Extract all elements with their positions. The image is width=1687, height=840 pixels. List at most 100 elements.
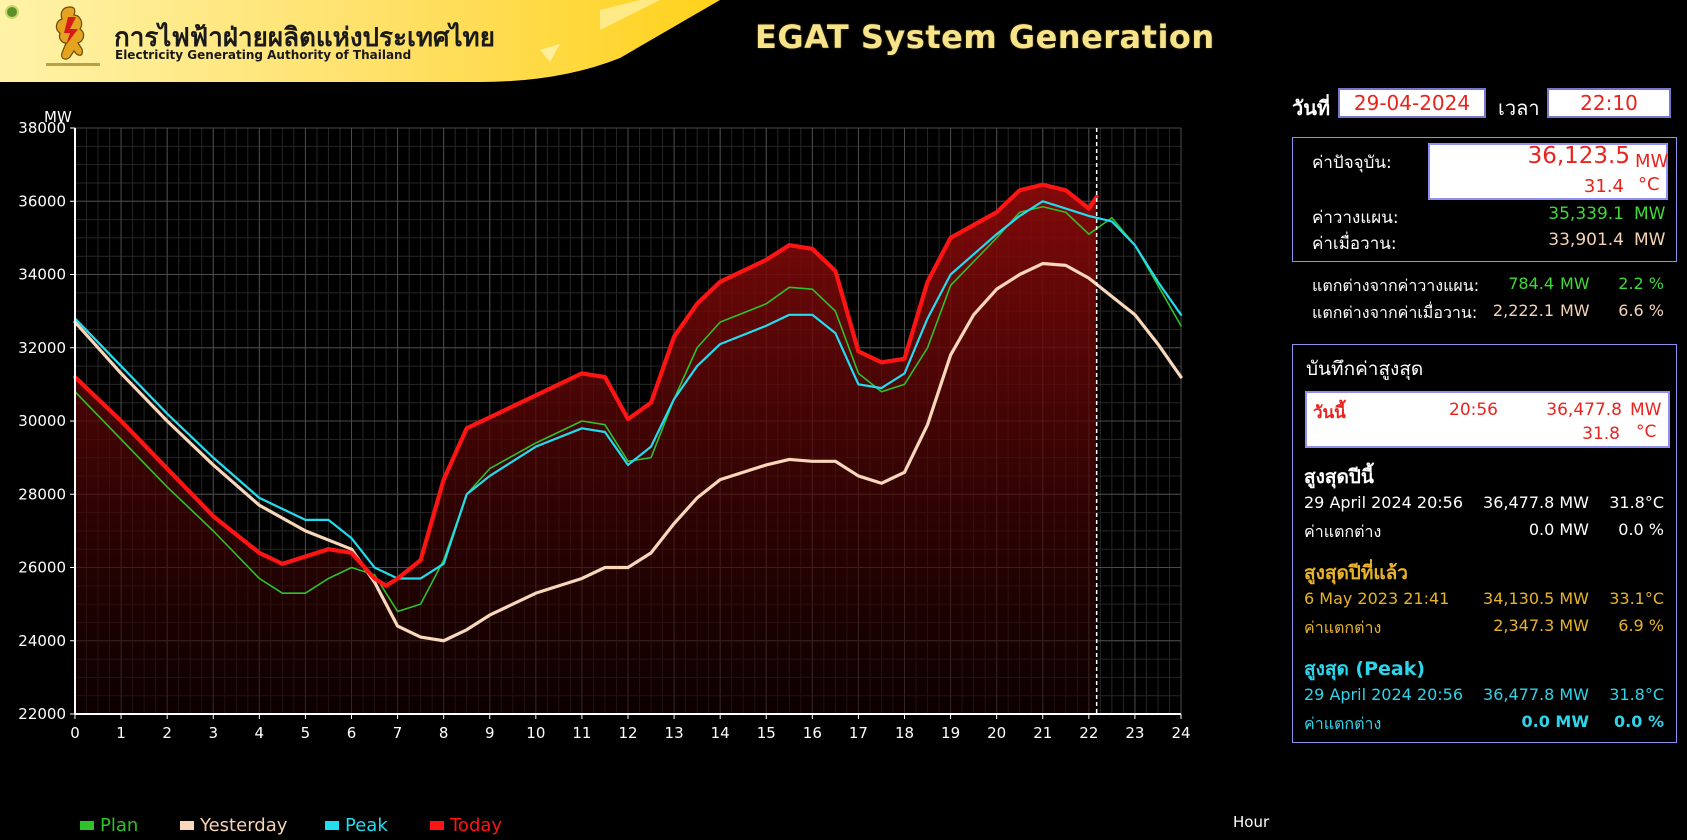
org-name-english: Electricity Generating Authority of Thai… <box>115 48 412 62</box>
x-tick-label: 8 <box>439 724 449 742</box>
peak-record-date: 29 April 2024 20:56 <box>1304 685 1464 704</box>
diff-yesterday-mw: 2,222.1 <box>1492 301 1554 320</box>
generation-chart: 0 1 2 3 4 5 6 7 8 9 10 11 12 13 14 15 16 17 18 19 20 21 22 23 24… <box>18 108 1270 831</box>
today-area-fill <box>75 184 1097 715</box>
today-record-label: วันนี้ <box>1313 403 1346 423</box>
records-title: บันทึกค่าสูงสุด <box>1306 358 1424 380</box>
x-tick-label: 7 <box>393 724 403 742</box>
x-tick-label: 6 <box>347 724 357 742</box>
time-value: 22:10 <box>1580 91 1638 115</box>
x-tick-label: 1 <box>116 724 126 742</box>
x-tick-label: 19 <box>941 724 960 742</box>
x-tick-label: 17 <box>849 724 868 742</box>
diff-yesterday-label: แตกต่างจากค่าเมื่อวาน: <box>1312 303 1478 322</box>
lastyear-record-temp: 33.1°C <box>1609 589 1664 608</box>
x-tick-label: 22 <box>1079 724 1098 742</box>
date-value: 29-04-2024 <box>1353 91 1471 115</box>
legend-item-peak: Peak <box>325 815 388 836</box>
x-tick-label: 2 <box>162 724 172 742</box>
today-record-box <box>1305 391 1670 448</box>
series-line-peak <box>73 200 1183 580</box>
year-record-mw: 36,477.8 MW <box>1483 493 1589 512</box>
records-panel <box>1292 344 1677 743</box>
x-tick-label: 14 <box>711 724 730 742</box>
y-tick-label: 38000 <box>18 119 66 137</box>
peak-record-title: สูงสุด (Peak) <box>1304 658 1426 680</box>
year-diff-pct: 0.0 % <box>1618 520 1664 539</box>
current-values-panel <box>1292 137 1677 262</box>
plan-mw-value: 35,339.1 <box>1548 204 1624 224</box>
diff-plan-pct: 2.2 % <box>1618 274 1664 293</box>
year-record-temp: 31.8°C <box>1609 493 1664 512</box>
year-record-title: สูงสุดปีนี้ <box>1304 466 1374 488</box>
x-tick-label: 10 <box>526 724 545 742</box>
y-axis-label: MW <box>44 108 72 126</box>
lastyear-record-title: สูงสุดปีที่แล้ว <box>1304 562 1408 584</box>
plan-label: ค่าวางแผน: <box>1312 208 1399 228</box>
x-tick-label: 3 <box>208 724 218 742</box>
current-value-box <box>1428 143 1668 200</box>
lastyear-record-date: 6 May 2023 21:41 <box>1304 589 1450 608</box>
series-line-today <box>72 182 1099 588</box>
lastyear-diff-pct: 6.9 % <box>1618 616 1664 635</box>
x-tick-label: 20 <box>987 724 1006 742</box>
x-tick-label: 4 <box>255 724 265 742</box>
y-tick-label: 30000 <box>18 412 66 430</box>
today-record-mw-unit: MW <box>1630 400 1662 420</box>
chart-axes <box>70 127 1182 719</box>
y-tick-label: 22000 <box>18 705 66 723</box>
x-axis-label: Hour <box>1233 813 1270 831</box>
today-record-temp-unit: °C <box>1636 422 1657 442</box>
time-label: เวลา <box>1498 96 1540 120</box>
x-tick-label: 9 <box>485 724 495 742</box>
x-tick-label: 21 <box>1033 724 1052 742</box>
chart-tick-labels: 0 1 2 3 4 5 6 7 8 9 10 11 12 13 14 15 16 17 18 19 20 21 22 23 24… <box>18 119 1190 742</box>
diff-plan-unit: MW <box>1560 274 1590 293</box>
yesterday-label: ค่าเมื่อวาน: <box>1312 234 1397 254</box>
time-field: 22:10 <box>1547 88 1671 118</box>
peak-diff-pct: 0.0 % <box>1614 712 1664 731</box>
diff-plan-label: แตกต่างจากค่าวางแผน: <box>1312 276 1480 295</box>
x-tick-label: 15 <box>757 724 776 742</box>
yesterday-mw-unit: MW <box>1634 230 1666 250</box>
today-record-mw: 36,477.8 <box>1546 400 1622 420</box>
yesterday-mw-value: 33,901.4 <box>1548 230 1624 250</box>
y-tick-label: 26000 <box>18 559 66 577</box>
peak-record-temp: 31.8°C <box>1609 685 1664 704</box>
current-temp-value: 31.4 <box>1583 176 1624 197</box>
year-diff-label: ค่าแตกต่าง <box>1304 522 1382 541</box>
org-name-thai: การไฟฟ้าฝ่ายผลิตแห่งประเทศไทย <box>114 23 495 53</box>
legend-swatch <box>430 821 444 830</box>
diff-yesterday-pct: 6.6 % <box>1618 301 1664 320</box>
y-tick-label: 28000 <box>18 485 66 503</box>
diff-plan-mw: 784.4 <box>1508 274 1554 293</box>
lastyear-record-mw: 34,130.5 MW <box>1483 589 1589 608</box>
y-tick-label: 32000 <box>18 339 66 357</box>
app-title: EGAT System Generation <box>755 18 1215 56</box>
legend-label: Peak <box>345 815 388 836</box>
lastyear-diff-label: ค่าแตกต่าง <box>1304 618 1382 637</box>
today-record-temp: 31.8 <box>1582 424 1620 444</box>
x-tick-label: 18 <box>895 724 914 742</box>
y-tick-label: 34000 <box>18 266 66 284</box>
diff-yesterday-unit: MW <box>1560 301 1590 320</box>
y-tick-label: 24000 <box>18 632 66 650</box>
legend-item-plan: Plan <box>80 815 138 836</box>
legend-swatch <box>325 821 339 830</box>
x-tick-label: 24 <box>1171 724 1190 742</box>
peak-diff-label: ค่าแตกต่าง <box>1304 714 1382 733</box>
series-layer <box>72 182 1183 643</box>
legend-label: Plan <box>100 815 139 836</box>
plan-mw-unit: MW <box>1634 204 1666 224</box>
current-mw-unit: MW <box>1635 151 1669 172</box>
legend-item-today: Today <box>430 815 502 836</box>
x-tick-label: 11 <box>572 724 591 742</box>
current-mw-value: 36,123.5 <box>1527 143 1630 169</box>
x-tick-label: 0 <box>70 724 80 742</box>
peak-diff-mw: 0.0 MW <box>1521 712 1589 731</box>
lastyear-diff-mw: 2,347.3 MW <box>1493 616 1589 635</box>
legend-item-yesterday: Yesterday <box>180 815 287 836</box>
y-tick-label: 36000 <box>18 192 66 210</box>
legend-swatch <box>80 821 94 830</box>
x-tick-label: 5 <box>301 724 311 742</box>
